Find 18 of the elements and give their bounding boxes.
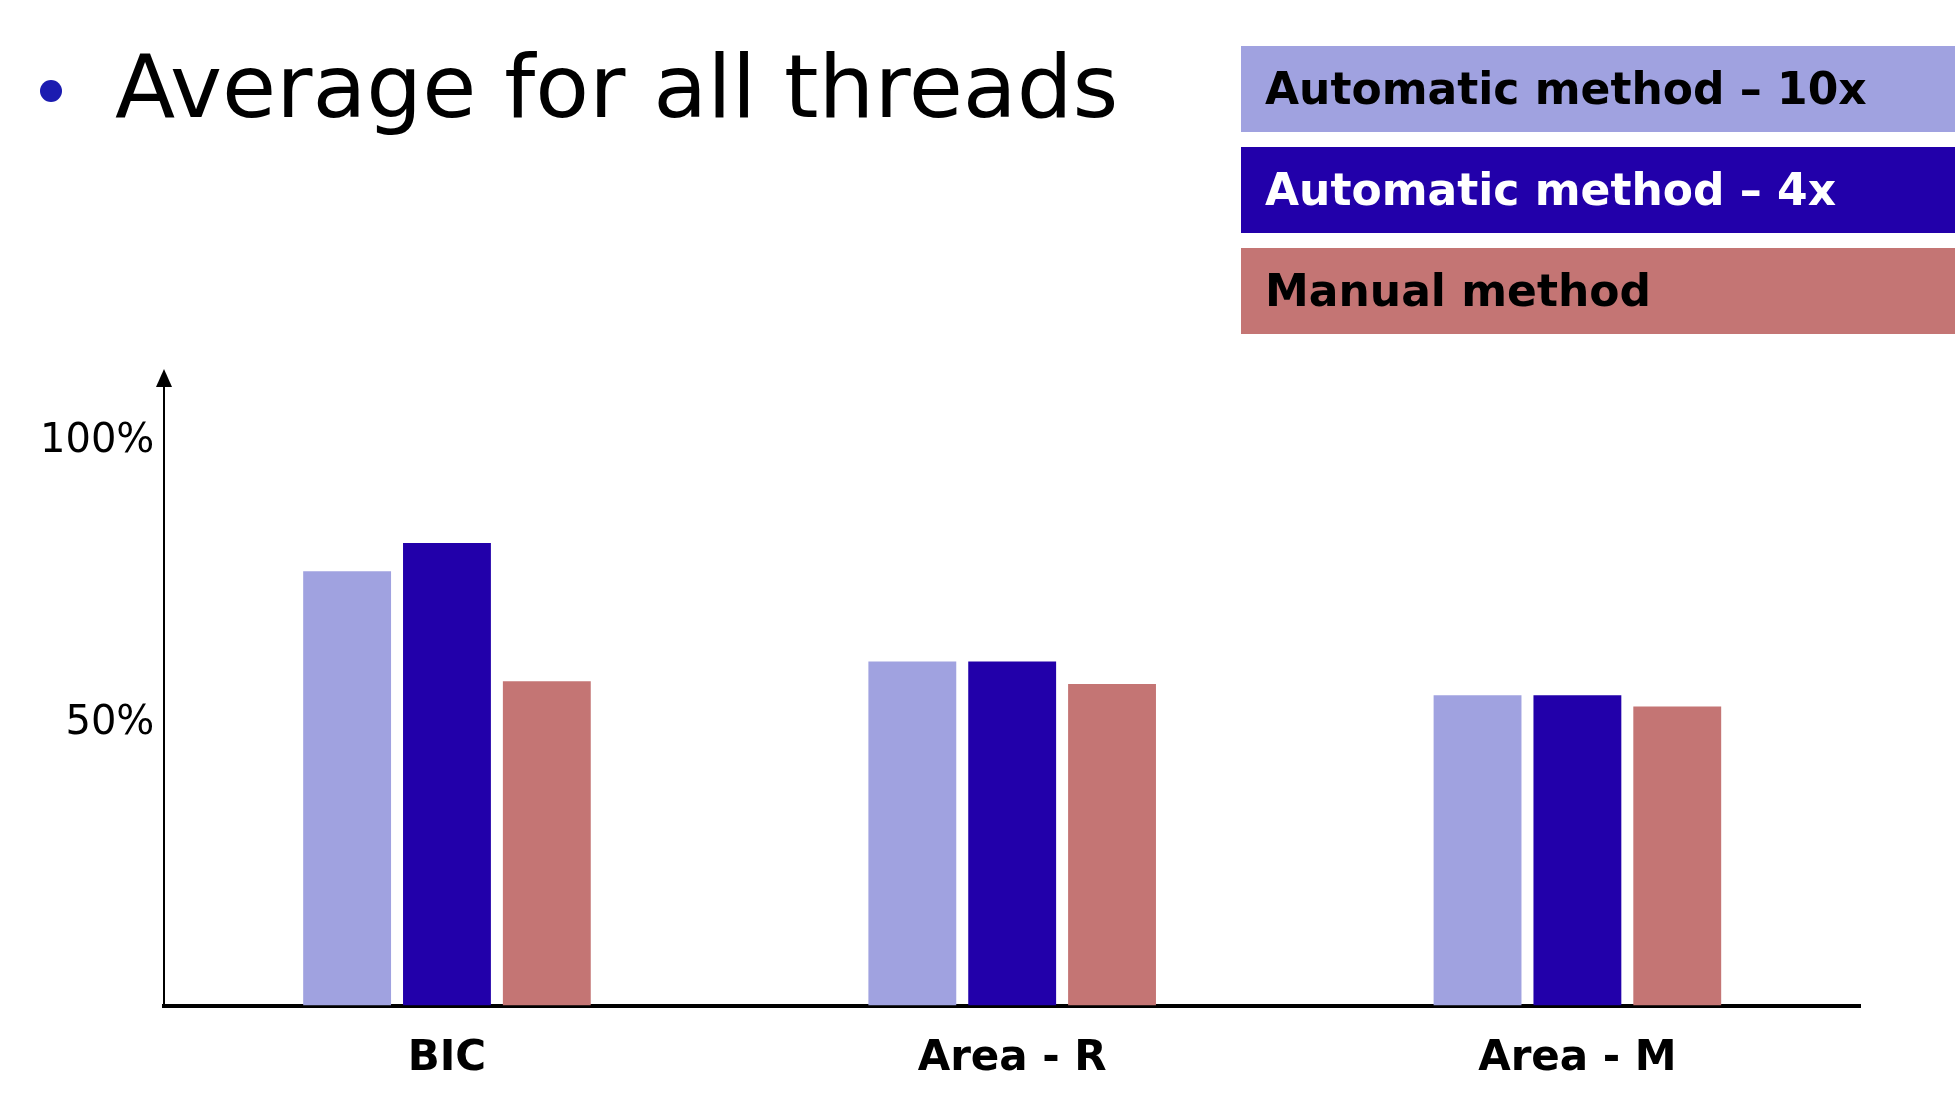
text: Automatic method – 10x bbox=[1241, 46, 1955, 132]
x-tick-label: Area - M bbox=[1478, 1030, 1677, 1080]
text: Manual method bbox=[1241, 248, 1955, 334]
bar bbox=[868, 661, 957, 1006]
bar bbox=[403, 542, 491, 1006]
bar bbox=[502, 681, 591, 1006]
y-tick-label: 100% bbox=[40, 414, 155, 461]
y-tick-label: 50% bbox=[65, 696, 155, 743]
chart-title: Average for all threads bbox=[115, 35, 1119, 138]
bar bbox=[303, 571, 392, 1006]
bar bbox=[1533, 695, 1622, 1006]
bar bbox=[968, 661, 1057, 1006]
bar bbox=[1433, 695, 1522, 1006]
x-tick-label: BIC bbox=[407, 1030, 487, 1080]
x-tick-label: Area - R bbox=[917, 1030, 1107, 1080]
bar bbox=[1633, 706, 1722, 1006]
text: Automatic method – 4x bbox=[1241, 147, 1955, 233]
bar bbox=[1068, 684, 1156, 1006]
